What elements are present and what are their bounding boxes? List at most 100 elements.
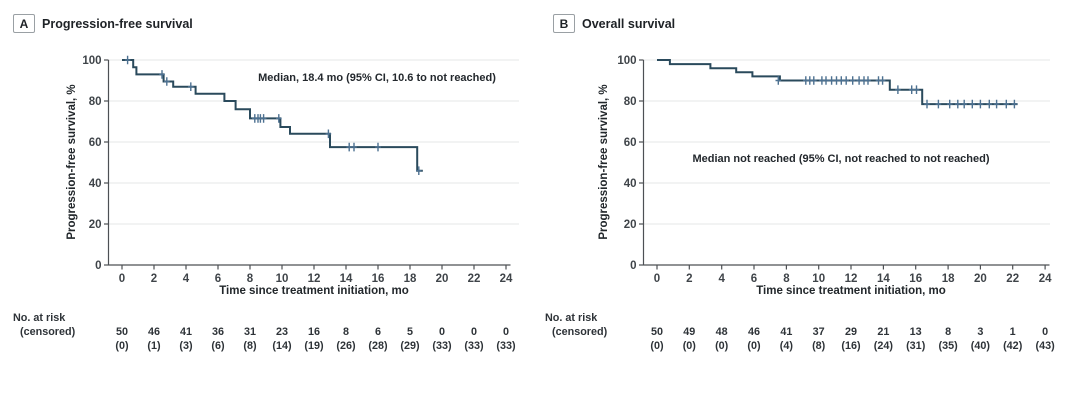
risk-censored-value: (8)	[812, 340, 826, 352]
risk-at-risk-value: 21	[877, 326, 890, 338]
risk-censored-value: (29)	[400, 340, 420, 352]
y-tick-label: 100	[617, 55, 636, 67]
x-tick-label: 4	[183, 273, 190, 285]
risk-censored-value: (0)	[747, 340, 761, 352]
x-tick-label: 20	[436, 273, 449, 285]
risk-censored-value: (31)	[906, 340, 926, 352]
x-tick-label: 8	[247, 273, 254, 285]
risk-at-risk-value: 29	[844, 326, 858, 338]
risk-censored-value: (3)	[179, 340, 193, 352]
x-tick-label: 0	[119, 273, 125, 285]
y-tick-label: 60	[624, 137, 637, 149]
risk-censored-value: (26)	[336, 340, 356, 352]
risk-at-risk-value: 1	[1009, 326, 1016, 338]
risk-censored-value: (16)	[841, 340, 861, 352]
x-tick-label: 20	[974, 273, 987, 285]
survival-curve	[122, 59, 423, 172]
panel-letter-badge: A	[13, 14, 35, 33]
risk-at-risk-value: 6	[374, 326, 382, 338]
survival-curve	[657, 59, 1018, 106]
risk-censored-value: (42)	[1003, 340, 1023, 352]
risk-censored-value: (28)	[368, 340, 388, 352]
y-tick-label: 0	[95, 260, 101, 272]
risk-table-label: No. at risk	[13, 312, 66, 324]
risk-at-risk-value: 37	[812, 326, 825, 338]
risk-censored-value: (33)	[432, 340, 452, 352]
y-axis-label: Progression-free survival, %	[598, 84, 610, 240]
risk-at-risk-value: 41	[179, 326, 193, 338]
risk-censored-value: (8)	[243, 340, 257, 352]
x-tick-label: 14	[877, 273, 890, 285]
panel-a-header: A Progression-free survival	[13, 14, 193, 33]
risk-censored-value: (14)	[272, 340, 292, 352]
y-tick-label: 20	[624, 219, 637, 231]
risk-at-risk-value: 0	[438, 326, 446, 338]
risk-censored-value: (0)	[650, 340, 664, 352]
risk-censored-value: (6)	[211, 340, 225, 352]
x-tick-label: 12	[308, 273, 321, 285]
x-tick-label: 6	[751, 273, 757, 285]
y-tick-label: 80	[624, 96, 637, 108]
x-tick-label: 12	[845, 273, 858, 285]
risk-at-risk-value: 31	[243, 326, 257, 338]
y-tick-label: 60	[89, 137, 102, 149]
risk-at-risk-value: 3	[977, 326, 984, 338]
risk-at-risk-value: 16	[307, 326, 321, 338]
risk-at-risk-value: 5	[406, 326, 414, 338]
y-tick-label: 0	[630, 260, 636, 272]
risk-censored-value: (19)	[304, 340, 324, 352]
y-tick-label: 40	[89, 178, 102, 190]
y-tick-label: 100	[82, 55, 101, 67]
risk-at-risk-value: 8	[945, 326, 952, 338]
risk-at-risk-value: 13	[909, 326, 922, 338]
y-tick-label: 40	[624, 178, 637, 190]
risk-at-risk-value: 23	[275, 326, 289, 338]
x-tick-label: 2	[151, 273, 157, 285]
x-tick-label: 22	[1006, 273, 1019, 285]
risk-at-risk-value: 46	[147, 326, 161, 338]
risk-at-risk-value: 49	[683, 326, 696, 338]
x-tick-label: 16	[372, 273, 385, 285]
x-tick-label: 10	[276, 273, 289, 285]
y-tick-label: 80	[89, 96, 102, 108]
x-tick-label: 18	[404, 273, 417, 285]
panel-title: Progression-free survival	[42, 16, 193, 31]
x-tick-label: 6	[215, 273, 221, 285]
risk-censored-value: (4)	[779, 340, 793, 352]
panel-letter-badge: B	[553, 14, 575, 33]
risk-censored-value: (43)	[1035, 340, 1055, 352]
risk-table-censored-label: (censored)	[20, 326, 76, 338]
risk-censored-value: (0)	[682, 340, 696, 352]
risk-at-risk-value: 0	[1042, 326, 1049, 338]
x-tick-label: 8	[783, 273, 790, 285]
risk-at-risk-value: 50	[115, 326, 129, 338]
panel-overall-survival: B Overall survival 0 20 40 60 80 100 0 2 4 6 8 10 12…	[540, 0, 1080, 400]
risk-censored-value: (33)	[464, 340, 484, 352]
risk-censored-value: (24)	[873, 340, 893, 352]
y-axis-label: Progression-free survival, %	[66, 84, 78, 240]
x-tick-label: 24	[500, 273, 513, 285]
risk-at-risk-value: 50	[650, 326, 664, 338]
risk-censored-value: (1)	[147, 340, 161, 352]
risk-at-risk-value: 36	[211, 326, 225, 338]
risk-at-risk-value: 48	[715, 326, 728, 338]
x-tick-label: 0	[654, 273, 660, 285]
x-tick-label: 16	[909, 273, 922, 285]
censor-marks	[775, 76, 1018, 109]
panel-title: Overall survival	[582, 16, 676, 31]
risk-censored-value: (35)	[938, 340, 958, 352]
risk-at-risk-value: 0	[502, 326, 510, 338]
x-tick-label: 18	[942, 273, 955, 285]
risk-at-risk-value: 41	[780, 326, 793, 338]
median-annotation: Median, 18.4 mo (95% CI, 10.6 to not rea…	[258, 72, 496, 84]
censor-marks	[124, 55, 422, 175]
x-tick-label: 2	[686, 273, 692, 285]
y-tick-label: 20	[89, 219, 102, 231]
panel-b-header: B Overall survival	[553, 14, 675, 33]
risk-at-risk-value: 8	[342, 326, 350, 338]
x-tick-label: 14	[340, 273, 353, 285]
x-tick-label: 24	[1039, 273, 1052, 285]
